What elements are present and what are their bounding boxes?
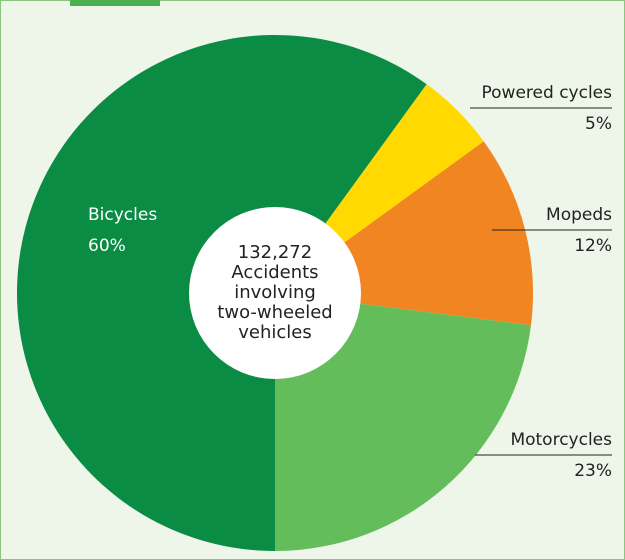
center-label: 132,272 [238,242,312,263]
slice-label: Bicycles [88,205,157,225]
center-hole [189,207,361,379]
slice-label: Motorcycles [510,430,612,450]
header-strip [70,0,160,6]
slice-value: 12% [574,236,612,256]
slice-value: 23% [574,461,612,481]
slice-value: 60% [88,236,126,256]
pie-slice [275,293,531,551]
slice-value: 5% [585,114,612,134]
center-label: Accidents [231,262,318,283]
center-label: two-wheeled [217,302,332,323]
center-label: vehicles [238,322,312,343]
center-label: involving [234,282,316,303]
slice-label: Mopeds [546,205,612,225]
slice-label: Powered cycles [482,83,613,103]
